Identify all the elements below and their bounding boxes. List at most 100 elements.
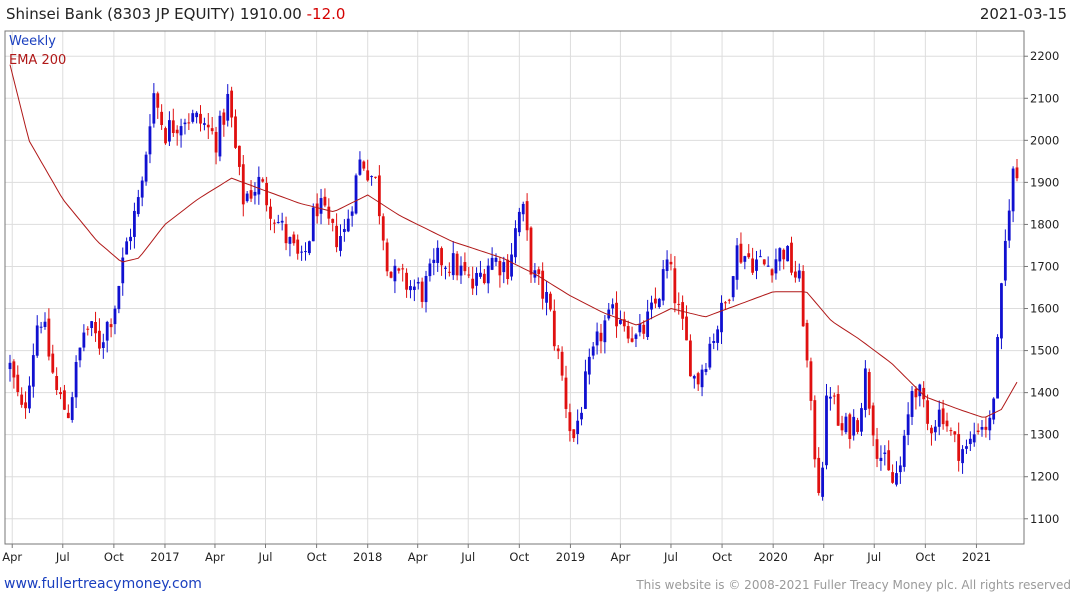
candle-body — [996, 337, 999, 399]
x-axis: Apr Jul Oct 2017 Apr Jul Oct 2018 Apr Jul Oct 2019 A… — [2, 544, 991, 564]
x-tick-label: Apr — [408, 550, 428, 564]
candle-body — [735, 245, 739, 280]
candle-body — [867, 372, 871, 409]
candle-body — [206, 124, 210, 128]
candle-body — [646, 311, 650, 338]
y-tick-label: 1700 — [1030, 259, 1059, 273]
candle-body — [409, 286, 412, 291]
candle-body — [377, 175, 381, 217]
candle-body — [914, 388, 918, 398]
candle-body — [560, 351, 564, 376]
candle-body — [992, 398, 996, 420]
x-tick-label: Apr — [814, 550, 834, 564]
candle-body — [397, 268, 401, 271]
candle-body — [506, 259, 510, 280]
x-tick-label: Apr — [205, 550, 225, 564]
candle-body — [673, 268, 677, 304]
candle-body — [78, 347, 82, 361]
legend-entry: Weekly — [9, 34, 56, 49]
candle-body — [28, 385, 31, 409]
candle-body — [20, 394, 24, 405]
candle-body — [444, 267, 447, 269]
candle-body — [16, 374, 20, 393]
candle-body — [603, 320, 607, 343]
candle-body — [619, 319, 622, 324]
x-tick-label: 2021 — [962, 550, 991, 564]
candle-body — [428, 263, 432, 277]
website-link[interactable]: www.fullertreacymoney.com — [4, 576, 202, 592]
candle-body — [887, 450, 891, 471]
candle-body — [836, 393, 840, 426]
candle-body — [696, 373, 700, 385]
candle-body — [708, 343, 712, 368]
candle-body — [922, 387, 926, 400]
candle-body — [479, 272, 482, 277]
grid-lines — [5, 31, 1024, 544]
candle-body — [572, 429, 576, 439]
candle-body — [961, 449, 964, 464]
candle-body — [1015, 167, 1019, 179]
candle-body — [133, 210, 136, 237]
candle-body — [237, 145, 241, 167]
candle-body — [304, 251, 307, 253]
candle-body — [234, 116, 237, 148]
candle-body — [584, 371, 587, 409]
candle-body — [599, 332, 603, 342]
candle-body — [723, 302, 727, 304]
chart-date: 2021-03-15 — [979, 5, 1067, 23]
last-price: 1910.00 — [239, 5, 302, 23]
candle-body — [249, 190, 253, 199]
candle-body — [720, 302, 723, 333]
candle-body — [210, 128, 214, 132]
y-tick-label: 1600 — [1030, 302, 1059, 316]
candle-body — [296, 239, 300, 254]
candle-body — [790, 242, 793, 273]
y-tick-label: 2100 — [1030, 91, 1059, 105]
candle-body — [1011, 168, 1015, 212]
candle-body — [910, 391, 914, 417]
candle-body — [918, 384, 922, 397]
y-tick-label: 2000 — [1030, 133, 1059, 147]
x-tick-label: Apr — [2, 550, 22, 564]
candle-body — [374, 176, 377, 178]
candle-body — [933, 426, 937, 433]
candle-body — [809, 361, 813, 401]
candle-body — [615, 302, 618, 327]
candle-body — [793, 271, 797, 278]
candle-body — [871, 405, 875, 436]
candle-body — [253, 191, 257, 196]
candle-body — [331, 218, 335, 223]
candle-body — [692, 376, 696, 379]
candle-body — [276, 222, 280, 224]
candle-body — [171, 120, 175, 133]
x-tick-label: Jul — [258, 550, 273, 564]
candle-body — [370, 176, 373, 178]
candle-body — [74, 361, 78, 398]
candle-body — [743, 256, 747, 262]
candle-body — [381, 216, 385, 241]
candle-body — [552, 310, 556, 347]
candle-body — [300, 251, 304, 253]
candle-body — [35, 325, 39, 356]
candle-body — [786, 246, 790, 262]
price-change: -12.0 — [306, 5, 346, 23]
candle-body — [8, 362, 12, 370]
candle-body — [529, 227, 533, 275]
x-tick-label: Oct — [509, 550, 529, 564]
candle-body — [498, 260, 502, 276]
candle-body — [813, 400, 817, 460]
candle-body — [31, 355, 35, 387]
candle-body — [525, 201, 529, 231]
candle-body — [39, 326, 43, 328]
candle-body — [451, 253, 455, 276]
candle-body — [195, 112, 199, 118]
candle-body — [568, 412, 572, 432]
legend: Weekly EMA 200 — [9, 34, 66, 68]
candle-body — [339, 236, 342, 251]
y-tick-label: 1900 — [1030, 175, 1059, 189]
candle-body — [848, 414, 852, 440]
candle-body — [440, 248, 443, 266]
candle-body — [203, 123, 206, 125]
candle-body — [319, 198, 323, 214]
candle-body — [537, 269, 541, 275]
